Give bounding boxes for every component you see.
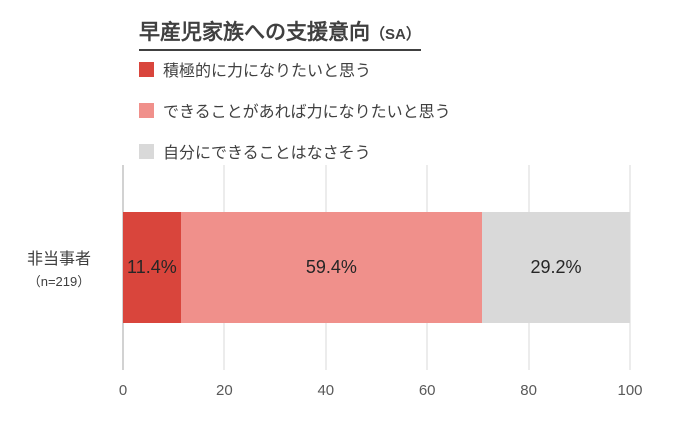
x-tick-0: 0 [118,382,128,399]
legend-item-3: 自分にできることはなさそう [139,139,451,163]
legend-label-1: 積極的に力になりたいと思う [163,63,372,80]
data-label-2: 59.4% [305,257,357,277]
legend-item-1: 積極的に力になりたいと思う [139,57,451,81]
gridline-100 [629,165,631,370]
data-label-3: 29.2% [530,257,582,277]
x-tick-100: 100 [617,382,643,399]
category-label: 非当事者 （n=219） [6,248,112,292]
x-tick-60: 60 [418,382,436,399]
legend-item-2: できることがあれば力になりたいと思う [139,98,451,122]
bar-segment-1: 11.4% [123,212,181,323]
data-label-1: 11.4% [127,257,177,277]
legend: 積極的に力になりたいと思う できることがあれば力になりたいと思う 自分にできるこ… [139,57,451,180]
bar-segment-2: 59.4% [180,212,482,323]
chart-title-text: 早産児家族への支援意向 [139,21,370,44]
category-name: 非当事者 [26,251,91,268]
legend-label-3: 自分にできることはなさそう [163,145,371,162]
chart-title-suffix: （SA） [370,26,421,43]
bar-segment-3: 29.2% [481,212,630,323]
legend-swatch-gray [139,143,154,159]
x-tick-40: 40 [317,382,335,399]
legend-swatch-pink [139,102,154,118]
stacked-bar: 11.4% 59.4% 29.2% [123,212,630,323]
category-sample-size: （n=219） [27,274,91,289]
x-tick-80: 80 [520,382,537,399]
chart-title: 早産児家族への支援意向（SA） [139,16,421,51]
legend-swatch-red [139,61,154,77]
plot-area: 11.4% 59.4% 29.2% [122,165,631,370]
x-axis-ticks: 0 20 40 60 80 100 [119,382,643,402]
x-tick-20: 20 [216,382,233,399]
legend-label-2: できることがあれば力になりたいと思う [163,104,451,121]
